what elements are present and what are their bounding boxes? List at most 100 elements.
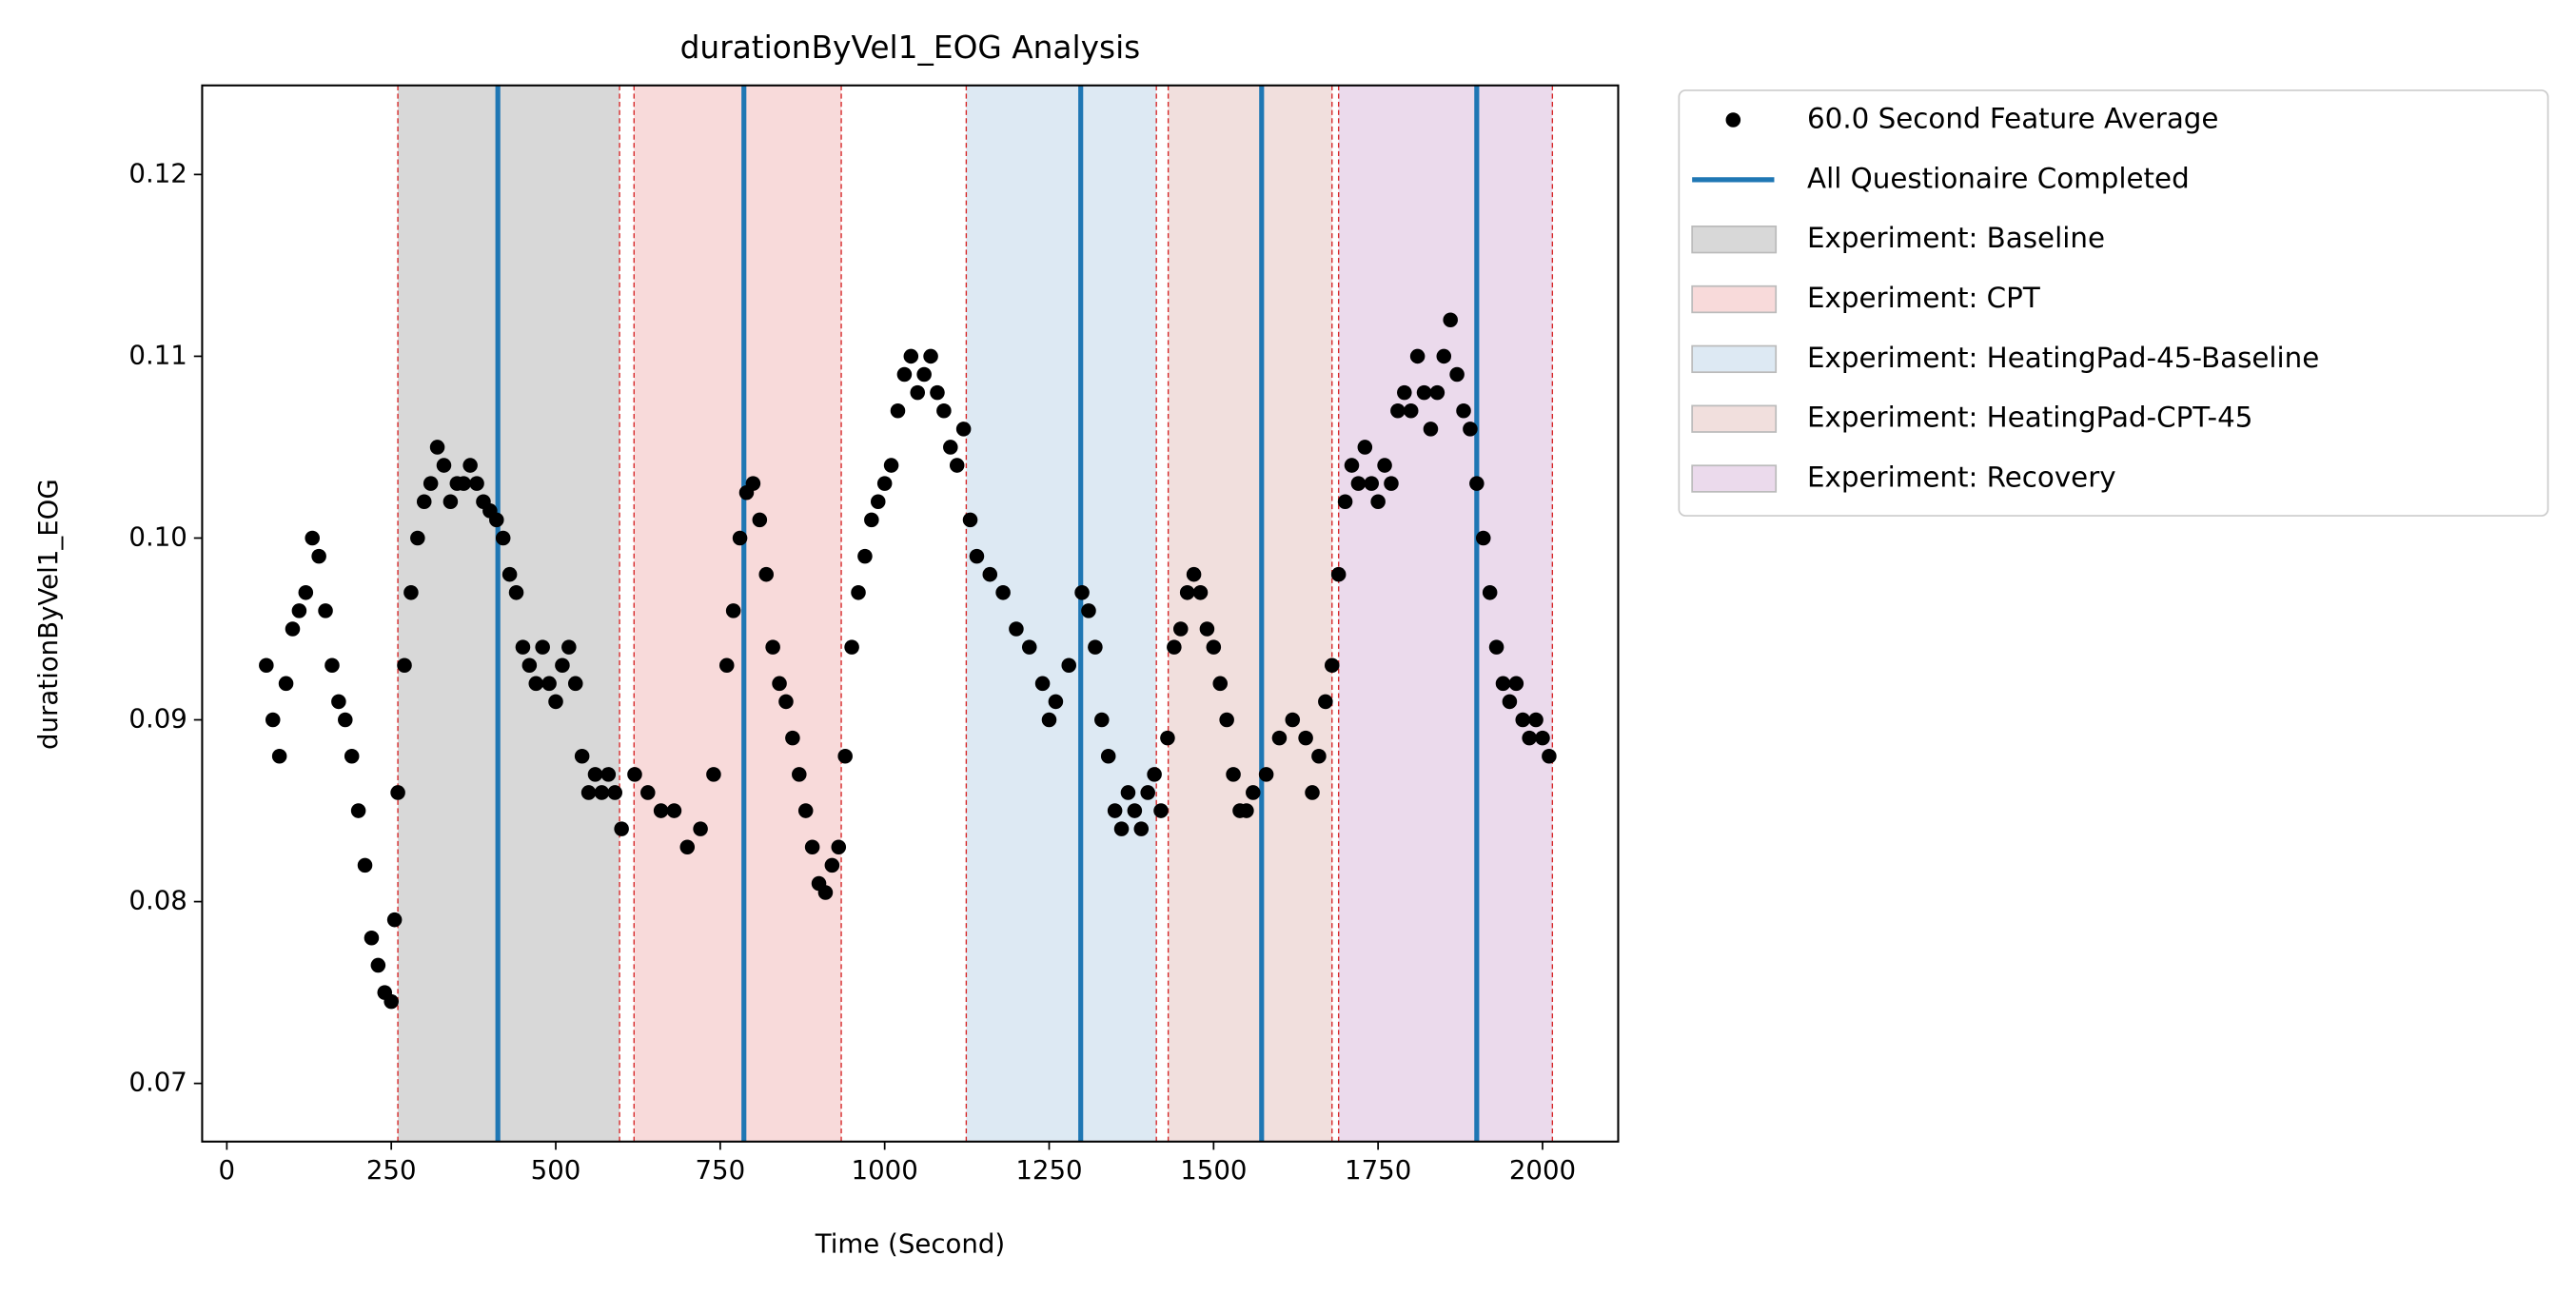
data-point (1318, 694, 1333, 710)
legend-marker (1691, 226, 1778, 254)
data-point (416, 494, 432, 510)
data-point (397, 657, 412, 673)
data-point (1423, 422, 1439, 437)
legend-marker (1691, 344, 1778, 374)
data-point (1522, 730, 1537, 746)
data-point (883, 458, 899, 473)
data-point (410, 530, 425, 546)
y-tick-label: 0.12 (128, 157, 187, 188)
legend-label: 60.0 Second Feature Average (1807, 103, 2218, 135)
data-point (489, 512, 504, 528)
data-point (910, 384, 926, 401)
data-point (1409, 348, 1426, 364)
span (398, 85, 620, 1142)
data-point (824, 857, 840, 873)
data-point (1127, 803, 1143, 818)
data-point (1172, 621, 1189, 637)
data-point (456, 476, 471, 491)
data-point (627, 767, 642, 782)
data-point (732, 530, 748, 546)
data-point (442, 494, 459, 510)
data-point (462, 458, 478, 473)
x-tick-label: 0 (219, 1154, 236, 1186)
data-point (851, 585, 866, 600)
data-point (1403, 402, 1419, 419)
data-point (792, 767, 807, 782)
data-point (600, 767, 617, 782)
x-tick-label: 1000 (852, 1154, 918, 1186)
data-point (587, 767, 603, 782)
data-point (982, 566, 998, 582)
data-point (436, 458, 452, 473)
y-tick-label: 0.10 (128, 520, 187, 552)
data-point (370, 957, 386, 973)
data-point (1285, 712, 1301, 728)
data-point (541, 676, 557, 692)
data-point (870, 494, 886, 510)
data-point (765, 639, 780, 655)
data-point (383, 993, 399, 1010)
data-point (797, 803, 814, 818)
data-point (1416, 384, 1432, 401)
data-point (1009, 621, 1024, 637)
data-point (1074, 585, 1090, 600)
data-point (903, 348, 919, 364)
data-point (607, 785, 622, 800)
data-point (1502, 694, 1518, 710)
span (1338, 85, 1553, 1142)
data-point (291, 603, 307, 618)
data-point (666, 803, 682, 818)
data-point (1147, 767, 1162, 782)
data-point (1469, 476, 1485, 491)
data-point (1463, 422, 1478, 437)
x-tick-label: 1750 (1345, 1154, 1411, 1186)
data-point (1113, 821, 1130, 836)
data-point (943, 440, 958, 455)
x-tick-label: 2000 (1509, 1154, 1576, 1186)
data-point (386, 912, 403, 928)
data-point (1061, 657, 1077, 673)
data-point (350, 803, 366, 818)
data-point (1475, 530, 1491, 546)
data-point (857, 548, 873, 564)
data-point (1364, 476, 1380, 491)
data-point (1495, 676, 1511, 692)
data-point (785, 730, 800, 746)
data-point (1508, 676, 1524, 692)
data-point (1153, 803, 1169, 818)
data-point (896, 366, 913, 383)
data-point (758, 566, 774, 582)
y-tick-label: 0.11 (128, 339, 187, 370)
data-point (1515, 712, 1531, 728)
data-point (1436, 348, 1452, 364)
data-point (508, 585, 524, 600)
data-point (1239, 803, 1254, 818)
span (966, 85, 1157, 1142)
data-point (574, 748, 590, 764)
data-point (1390, 402, 1406, 419)
legend-marker (1691, 464, 1778, 493)
x-tick-label: 750 (695, 1154, 745, 1186)
data-point (864, 512, 879, 528)
data-point (1357, 440, 1373, 455)
data-point (1186, 566, 1202, 582)
data-point (535, 639, 550, 655)
data-point (745, 476, 761, 491)
data-point (318, 603, 333, 618)
data-point (1344, 458, 1360, 473)
data-point (1041, 712, 1057, 728)
data-point (1456, 402, 1471, 419)
data-point (1324, 657, 1340, 673)
data-point (1311, 748, 1327, 764)
data-point (1535, 730, 1550, 746)
data-point (1160, 730, 1175, 746)
data-point (1482, 585, 1498, 600)
data-point (949, 458, 965, 473)
y-tick-label: 0.07 (128, 1067, 187, 1098)
data-point (1429, 384, 1445, 401)
x-tick-label: 250 (366, 1154, 417, 1186)
legend-label: Experiment: CPT (1807, 282, 2040, 314)
data-point (1081, 603, 1096, 618)
data-point (831, 839, 847, 855)
data-point (357, 857, 373, 873)
